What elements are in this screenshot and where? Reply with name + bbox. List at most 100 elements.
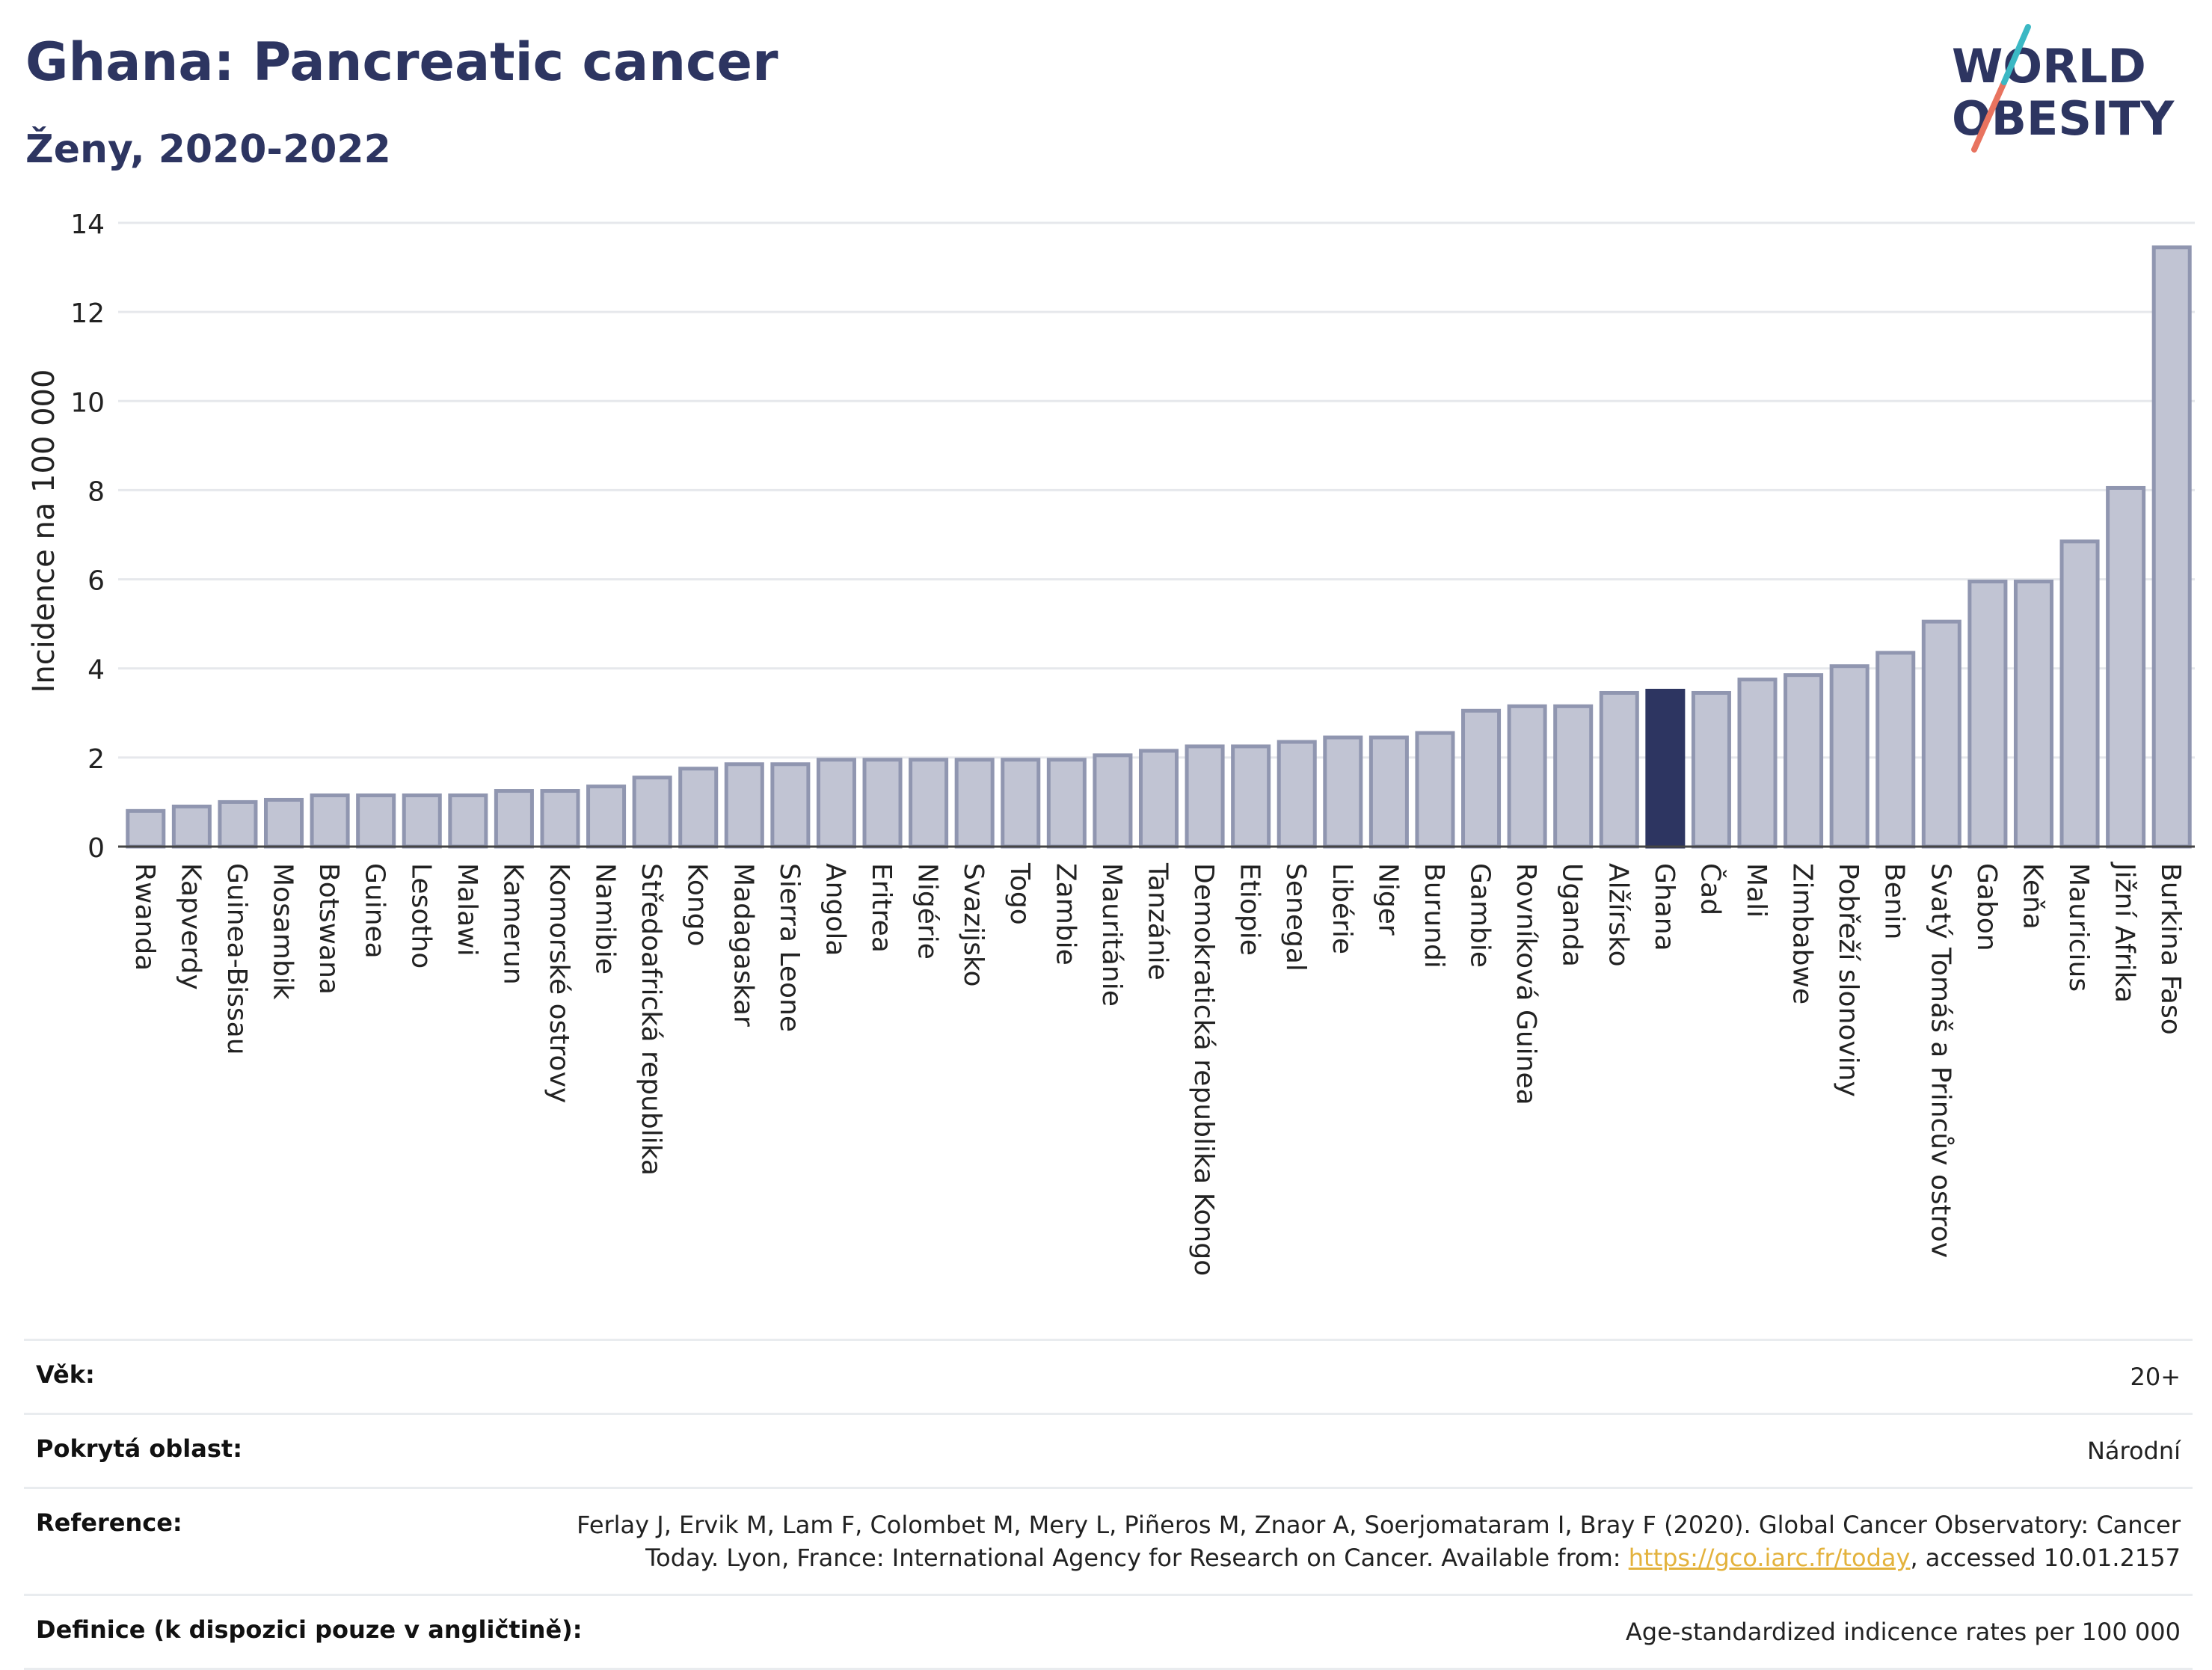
- x-tick-label: Kamerun: [497, 863, 528, 985]
- x-tick-label: Kongo: [682, 863, 713, 947]
- y-axis-label: Incidence na 100 000: [27, 369, 61, 693]
- x-tick-label: Mosambik: [268, 863, 298, 1000]
- bar-Jižní Afrika: [2106, 485, 2146, 849]
- bar-Čad: [1691, 690, 1731, 849]
- bar-Kongo: [678, 767, 719, 849]
- bar-Burkina Faso: [2151, 245, 2192, 849]
- x-tick-label: Lesotho: [405, 863, 436, 968]
- y-tick-label: 0: [87, 833, 105, 864]
- x-tick-label: Čad: [1695, 863, 1726, 915]
- bar-Guinea-Bissau: [218, 799, 258, 849]
- x-tick-label: Svatý Tomáš a Princův ostrov: [1925, 863, 1956, 1258]
- y-tick-label: 2: [87, 744, 105, 775]
- bar-Ghana: [1645, 689, 1686, 849]
- reference-label: Reference:: [36, 1508, 182, 1537]
- x-tick-label: Mauritánie: [1096, 863, 1127, 1007]
- y-axis-ticks: 0 2 4 6 8 10 12 14: [70, 209, 105, 864]
- y-tick-label: 4: [87, 655, 105, 686]
- x-tick-label: Guinea: [360, 863, 390, 959]
- x-tick-label: Etiopie: [1235, 863, 1265, 956]
- bar-Rovníková Guinea: [1507, 704, 1547, 849]
- bar-Zambie: [1046, 758, 1087, 849]
- x-axis-labels: Rwanda Kapverdy Guinea-Bissau Mosambik Botsw…: [129, 862, 2186, 1276]
- x-tick-label: Demokratická republika Kongo: [1188, 863, 1219, 1276]
- bar-Demokratická republika Kongo: [1185, 744, 1225, 849]
- bar-Namibie: [586, 785, 627, 849]
- area-label: Pokrytá oblast:: [36, 1434, 242, 1463]
- x-tick-label: Togo: [1004, 862, 1035, 925]
- x-tick-label: Mali: [1741, 863, 1772, 918]
- x-tick-label: Eritrea: [866, 863, 897, 953]
- bar-Sierra Leone: [770, 762, 811, 849]
- reference-value: Ferlay J, Ervik M, Lam F, Colombet M, Me…: [535, 1508, 2181, 1574]
- bar-Madagaskar: [724, 762, 764, 849]
- bar-Rwanda: [126, 808, 166, 849]
- age-label: Věk:: [36, 1360, 95, 1389]
- age-value: 20+: [2130, 1363, 2181, 1391]
- page-title: Ghana: Pancreatic cancer: [25, 31, 778, 93]
- x-tick-label: Uganda: [1557, 863, 1588, 967]
- bar-chart: 0 2 4 6 8 10 12 14 Incidence na 100 000 Rwanda K…: [27, 209, 2195, 1276]
- bar-Etiopie: [1231, 744, 1271, 849]
- info-table: Věk: 20+ Pokrytá oblast: Národní Referen…: [24, 1339, 2193, 1670]
- bar-Mauricius: [2059, 539, 2100, 849]
- bar-Uganda: [1553, 704, 1594, 849]
- x-tick-label: Angola: [820, 863, 850, 956]
- reference-link[interactable]: https://gco.iarc.fr/today: [1628, 1544, 1911, 1572]
- bar-Mali: [1737, 678, 1778, 849]
- bar-Gambie: [1461, 708, 1502, 849]
- bar-Senegal: [1276, 740, 1317, 849]
- bar-Benin: [1875, 651, 1916, 849]
- bar-Libérie: [1323, 735, 1363, 849]
- y-tick-label: 8: [87, 476, 105, 507]
- y-tick-label: 14: [70, 209, 105, 240]
- bar-Keňa: [2013, 580, 2053, 849]
- area-value: Národní: [2086, 1437, 2181, 1465]
- x-tick-label: Rwanda: [129, 863, 160, 971]
- x-tick-label: Keňa: [2017, 863, 2047, 930]
- x-tick-label: Pobřeží slonoviny: [1833, 863, 1864, 1097]
- x-tick-label: Botswana: [313, 863, 344, 995]
- x-tick-label: Nigérie: [912, 863, 943, 960]
- bar-Niger: [1368, 735, 1409, 849]
- bar-Mosambik: [264, 797, 304, 849]
- x-tick-label: Tanzánie: [1143, 862, 1173, 980]
- bar-Eritrea: [862, 758, 903, 849]
- x-tick-label: Mauricius: [2063, 863, 2094, 992]
- world-obesity-logo: WORLD OBESITY: [1952, 24, 2175, 153]
- x-tick-label: Niger: [1372, 863, 1403, 936]
- bar-Svatý Tomáš a Princův ostrov: [1921, 619, 1961, 849]
- bar-Alžírsko: [1599, 690, 1639, 849]
- info-row-definition: Definice (k dispozici pouze v angličtině…: [24, 1594, 2193, 1670]
- definition-label: Definice (k dispozici pouze v angličtině…: [36, 1615, 583, 1644]
- page-subtitle: Ženy, 2020-2022: [25, 127, 391, 172]
- x-tick-label: Burundi: [1419, 863, 1449, 968]
- bar-Zimbabwe: [1784, 673, 1824, 849]
- x-tick-label: Burkina Faso: [2155, 863, 2186, 1035]
- bar-Lesotho: [402, 793, 442, 849]
- x-tick-label: Libérie: [1327, 863, 1357, 954]
- x-tick-label: Senegal: [1280, 863, 1311, 971]
- reference-accessed: , accessed 10.01.2157: [1910, 1544, 2181, 1572]
- bar-Togo: [1001, 758, 1041, 849]
- x-tick-label: Sierra Leone: [774, 863, 805, 1032]
- bar-Malawi: [448, 793, 488, 849]
- x-tick-label: Rovníková Guinea: [1511, 863, 1541, 1105]
- bar-Komorské ostrovy: [540, 789, 580, 849]
- bar-Nigérie: [909, 758, 949, 849]
- bar-Mauritánie: [1093, 753, 1133, 849]
- bar-Pobřeží slonoviny: [1829, 664, 1870, 849]
- y-tick-label: 6: [87, 566, 105, 597]
- bar-Kamerun: [494, 789, 534, 849]
- x-tick-label: Komorské ostrovy: [544, 863, 574, 1103]
- bar-Tanzánie: [1138, 749, 1179, 849]
- reference-text: Ferlay J, Ervik M, Lam F, Colombet M, Me…: [577, 1511, 2181, 1572]
- bar-Botswana: [310, 793, 350, 849]
- definition-value: Age-standardized indicence rates per 100…: [1625, 1618, 2181, 1646]
- x-tick-label: Benin: [1879, 863, 1910, 939]
- bar-Burundi: [1415, 731, 1455, 849]
- x-tick-label: Gambie: [1465, 863, 1496, 968]
- x-tick-label: Madagaskar: [728, 863, 758, 1027]
- x-tick-label: Kapverdy: [175, 863, 206, 990]
- info-row-age: Věk: 20+: [24, 1339, 2193, 1413]
